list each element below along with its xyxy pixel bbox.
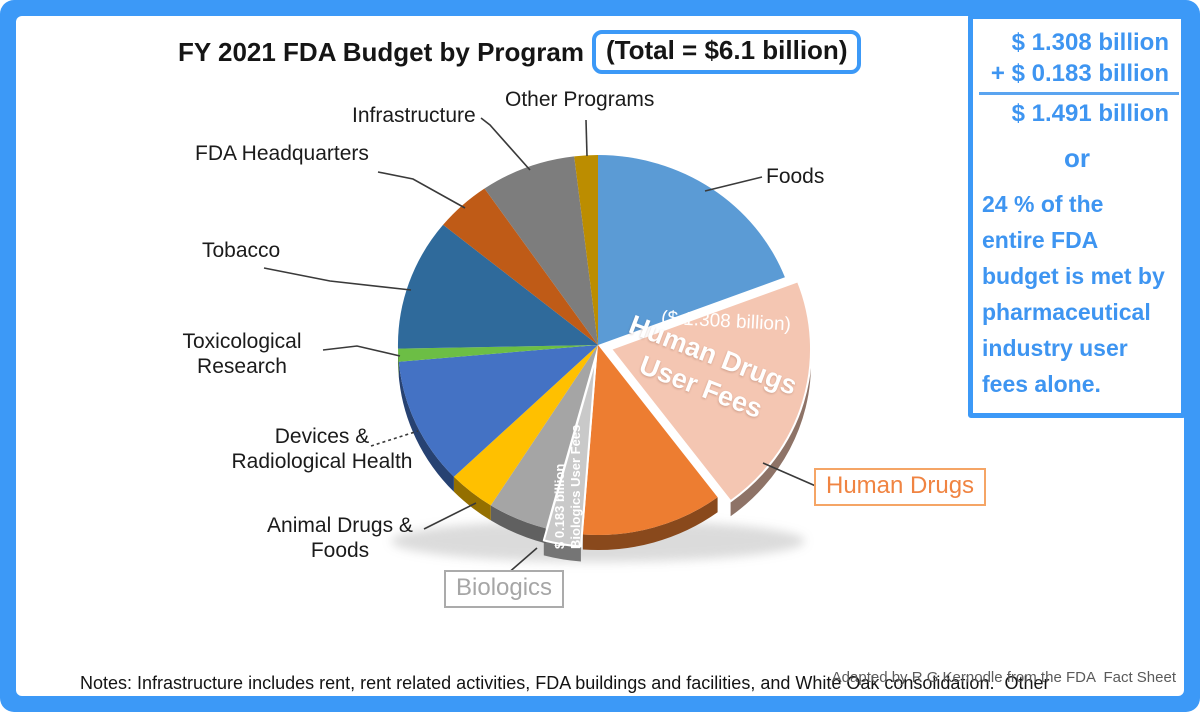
label-other-programs: Other Programs [505,88,655,111]
slice-label-biologics-user-fees: $ 0.183 billion Biologics User Fees [552,407,584,549]
chart-title: FY 2021 FDA Budget by Program (Total = $… [178,30,862,74]
title-text: FY 2021 FDA Budget by Program [178,36,584,67]
label-toxicological-research: Toxicological Research [182,330,302,378]
credit-line: Adapted by R G Kernodle from the FDA Fac… [831,669,1176,686]
sum-value: $ 1.491 billion [1011,100,1169,127]
statement: 24 % of the entire FDA budget is met by … [973,186,1181,402]
sum-rule [979,92,1179,95]
slice-label-line2: Biologics User Fees [568,424,583,549]
label-foods: Foods [766,165,825,188]
label-infrastructure: Infrastructure [352,104,476,127]
label-box-human-drugs: Human Drugs [814,468,987,506]
label-animal-drugs-foods: Animal Drugs & Foods [267,514,413,562]
footnote-line1: Notes: Infrastructure includes rent, ren… [80,673,1050,693]
title-total-box: (Total = $6.1 billion) [591,30,862,74]
or-word: or [1064,143,1090,173]
statement-line: pharmaceutical [982,299,1151,325]
statement-line: 24 % of the [982,191,1104,217]
addend-2: + $ 0.183 billion [990,60,1169,87]
label-fda-headquarters: FDA Headquarters [195,142,369,165]
statement-line: budget is met by [982,263,1165,289]
statement-line: entire FDA [982,227,1099,253]
label-devices-radiological-health: Devices & Radiological Health [231,425,413,473]
slice-label-line1: $ 0.183 billion [552,463,567,549]
label-box-biologics: Biologics [444,570,565,608]
footnotes: Notes: Infrastructure includes rent, ren… [80,621,1150,712]
statement-line: industry user [982,335,1128,361]
addend-1: $ 1.308 billion [1011,29,1169,56]
statement-line: fees alone. [982,371,1101,397]
label-tobacco: Tobacco [202,239,281,262]
user-fees-math-box: $ 1.308 billion + $ 0.183 billion $ 1.49… [968,14,1186,418]
